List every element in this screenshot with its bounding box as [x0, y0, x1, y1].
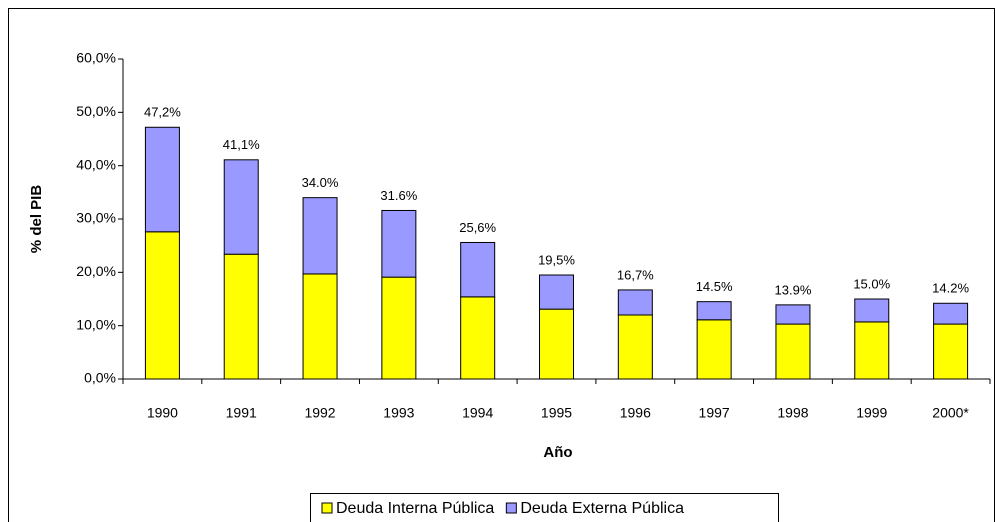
x-tick-label: 2000*: [932, 405, 969, 421]
legend-label: Deuda Externa Pública: [520, 500, 684, 517]
bar-segment: [302, 197, 338, 275]
legend-frame: [310, 493, 779, 522]
x-tick-label: 1998: [777, 405, 808, 421]
y-tick-label: 40,0%: [76, 156, 116, 172]
bar-segment: [933, 323, 969, 380]
y-tick-label: 60,0%: [76, 50, 116, 66]
y-tick-label: 0,0%: [84, 370, 116, 386]
total-label: 31.6%: [380, 188, 417, 203]
y-tick-label: 20,0%: [76, 263, 116, 279]
bar-segment: [696, 319, 732, 380]
total-label: 19,5%: [538, 252, 575, 267]
bar-segment: [696, 301, 732, 321]
x-tick-label: 1996: [620, 405, 651, 421]
legend-label: Deuda Interna Pública: [336, 500, 494, 517]
total-label: 25,6%: [459, 220, 496, 235]
bar-segment: [539, 274, 574, 310]
legend-swatch: [321, 502, 333, 514]
total-label: 14.5%: [696, 279, 733, 294]
bar-segment: [144, 231, 180, 380]
x-tick-label: 1991: [226, 405, 257, 421]
bar-segment: [223, 253, 259, 380]
x-tick-label: 1994: [462, 405, 493, 421]
bar-segment: [460, 296, 496, 380]
bar-segment: [617, 289, 653, 316]
x-tick-label: 1997: [699, 405, 730, 421]
bar-segment: [539, 308, 574, 380]
total-label: 16,7%: [617, 267, 654, 282]
bar-segment: [854, 321, 890, 380]
total-label: 47,2%: [144, 105, 181, 120]
x-tick-label: 1999: [856, 405, 887, 421]
legend-swatch: [505, 502, 517, 514]
x-tick-label: 1992: [304, 405, 335, 421]
bar-segment: [381, 209, 417, 278]
y-tick-label: 10,0%: [76, 316, 116, 332]
bar-segment: [381, 276, 417, 380]
bar-segment: [775, 323, 811, 380]
total-label: 34.0%: [302, 175, 339, 190]
y-axis-title: % del PIB: [28, 185, 45, 254]
bar-segment: [854, 298, 890, 323]
total-label: 14.2%: [932, 281, 969, 296]
bar-segment: [460, 241, 496, 298]
bar-segment: [775, 304, 811, 325]
total-label: 13.9%: [775, 282, 812, 297]
total-label: 15.0%: [853, 276, 890, 291]
x-axis-title: Año: [543, 444, 572, 461]
y-tick-label: 50,0%: [76, 103, 116, 119]
y-tick-label: 30,0%: [76, 210, 116, 226]
total-label: 41,1%: [223, 137, 260, 152]
x-tick-label: 1990: [147, 405, 178, 421]
bar-segment: [302, 273, 338, 380]
bar-segment: [144, 126, 180, 233]
bar-segment: [933, 302, 969, 325]
bar-segment: [223, 159, 259, 255]
x-tick-label: 1993: [383, 405, 414, 421]
x-tick-label: 1995: [541, 405, 572, 421]
bar-segment: [617, 314, 653, 380]
